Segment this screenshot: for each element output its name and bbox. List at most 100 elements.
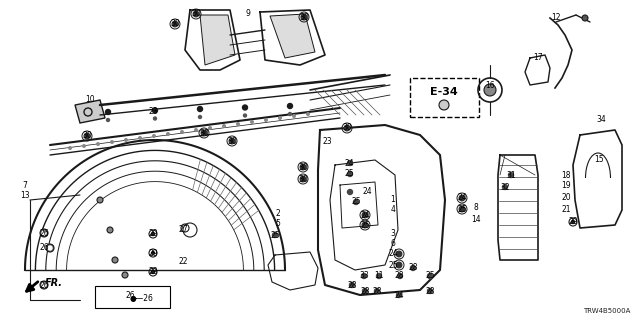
- Text: 28: 28: [408, 263, 418, 273]
- Text: ●—26: ●—26: [130, 293, 154, 302]
- Circle shape: [374, 289, 380, 293]
- Text: 34: 34: [596, 116, 606, 124]
- Circle shape: [278, 116, 282, 120]
- Text: 24: 24: [457, 194, 467, 203]
- Text: 13: 13: [20, 191, 30, 201]
- Circle shape: [306, 112, 310, 116]
- Text: TRW4B5000A: TRW4B5000A: [582, 308, 630, 314]
- Circle shape: [439, 100, 449, 110]
- Circle shape: [353, 199, 358, 204]
- Text: 30: 30: [227, 137, 237, 146]
- Text: 27: 27: [178, 226, 188, 235]
- Text: 26: 26: [39, 244, 49, 252]
- Text: 24: 24: [344, 158, 354, 167]
- Circle shape: [124, 138, 128, 142]
- Text: 28: 28: [372, 286, 381, 295]
- Circle shape: [96, 142, 100, 146]
- Text: 28: 28: [394, 271, 404, 281]
- Circle shape: [154, 117, 157, 120]
- Circle shape: [198, 107, 202, 111]
- Circle shape: [152, 134, 156, 138]
- Text: 24: 24: [388, 250, 398, 259]
- Circle shape: [152, 233, 154, 236]
- Text: 22: 22: [179, 257, 188, 266]
- Text: 18: 18: [561, 171, 571, 180]
- Circle shape: [397, 292, 401, 298]
- Text: 24: 24: [360, 211, 370, 220]
- Circle shape: [348, 161, 353, 165]
- Circle shape: [300, 176, 306, 182]
- Polygon shape: [270, 14, 315, 58]
- Text: 26: 26: [39, 228, 49, 237]
- Text: 30: 30: [342, 124, 352, 132]
- Circle shape: [362, 222, 368, 228]
- Text: 24: 24: [362, 188, 372, 196]
- Circle shape: [301, 14, 307, 20]
- Circle shape: [180, 130, 184, 134]
- Circle shape: [396, 251, 402, 257]
- Circle shape: [40, 281, 48, 289]
- Circle shape: [222, 124, 226, 128]
- Text: 28: 28: [360, 286, 370, 295]
- Text: 30: 30: [82, 132, 92, 140]
- Text: 3: 3: [390, 228, 396, 237]
- Circle shape: [46, 244, 54, 252]
- Text: 21: 21: [561, 204, 571, 213]
- Circle shape: [107, 293, 117, 303]
- Text: 29: 29: [148, 229, 158, 238]
- Circle shape: [348, 189, 353, 195]
- Circle shape: [166, 132, 170, 136]
- Circle shape: [112, 257, 118, 263]
- Text: 25: 25: [457, 204, 467, 213]
- Text: 33: 33: [359, 271, 369, 281]
- Text: 4: 4: [390, 205, 396, 214]
- Text: 29: 29: [148, 249, 158, 258]
- Text: 25: 25: [425, 271, 435, 281]
- Circle shape: [138, 136, 142, 140]
- Circle shape: [509, 172, 513, 178]
- Text: 30: 30: [199, 129, 209, 138]
- Text: 5: 5: [276, 220, 280, 228]
- Text: 17: 17: [533, 53, 543, 62]
- FancyBboxPatch shape: [410, 78, 479, 117]
- Circle shape: [428, 289, 433, 293]
- Text: 30: 30: [170, 20, 180, 28]
- Circle shape: [201, 130, 207, 136]
- Circle shape: [152, 270, 154, 274]
- Circle shape: [40, 229, 48, 237]
- Circle shape: [194, 128, 198, 132]
- Circle shape: [198, 116, 202, 118]
- Circle shape: [362, 212, 368, 218]
- Text: 10: 10: [85, 95, 95, 105]
- Text: 24: 24: [394, 291, 404, 300]
- Circle shape: [264, 118, 268, 122]
- Circle shape: [300, 164, 306, 170]
- Text: 31: 31: [506, 171, 516, 180]
- Circle shape: [48, 246, 52, 250]
- Text: 29: 29: [148, 268, 158, 276]
- Polygon shape: [75, 100, 105, 123]
- Circle shape: [193, 11, 199, 17]
- Circle shape: [362, 289, 367, 293]
- Circle shape: [344, 125, 350, 131]
- Circle shape: [97, 197, 103, 203]
- Text: FR.: FR.: [45, 278, 63, 288]
- Circle shape: [273, 233, 278, 237]
- Circle shape: [287, 103, 292, 108]
- Polygon shape: [200, 15, 235, 65]
- Circle shape: [582, 15, 588, 21]
- Text: 16: 16: [485, 82, 495, 91]
- Text: 30: 30: [299, 12, 309, 21]
- Circle shape: [292, 114, 296, 118]
- Circle shape: [376, 274, 381, 278]
- Circle shape: [289, 113, 291, 116]
- Circle shape: [572, 220, 575, 223]
- Text: 23: 23: [322, 138, 332, 147]
- Text: 25: 25: [351, 197, 361, 206]
- Text: 30: 30: [298, 174, 308, 183]
- Circle shape: [208, 126, 212, 130]
- Circle shape: [460, 206, 465, 212]
- Text: 26: 26: [39, 281, 49, 290]
- Text: 25: 25: [270, 230, 280, 239]
- Text: E-34: E-34: [430, 87, 458, 97]
